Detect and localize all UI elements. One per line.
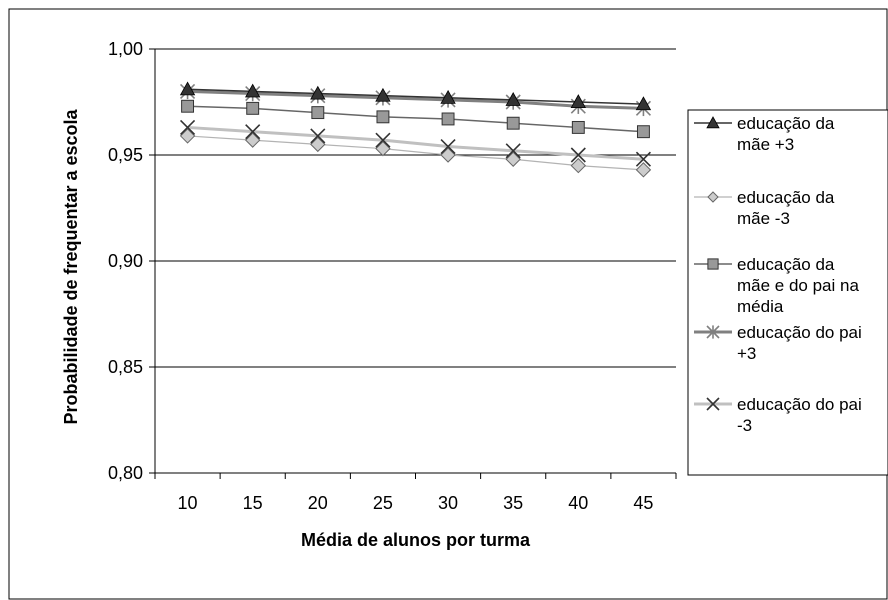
series-2 xyxy=(179,128,652,178)
legend-label: educação da xyxy=(737,188,835,207)
series-2-point xyxy=(310,136,326,153)
x-tick-label: 40 xyxy=(568,493,588,513)
series-5-point xyxy=(505,143,521,159)
y-tick-label: 0,95 xyxy=(108,145,143,165)
legend-label: -3 xyxy=(737,416,752,435)
legend-marker xyxy=(707,258,719,270)
x-axis-title: Média de alunos por turma xyxy=(301,530,531,550)
series-2-point xyxy=(570,157,587,174)
x-tick-label: 45 xyxy=(633,493,653,513)
series-group xyxy=(179,81,652,178)
legend-entry-5: educação do pai -3 xyxy=(694,395,862,435)
legend-label: mãe -3 xyxy=(737,209,790,228)
series-4-line xyxy=(187,89,644,110)
legend-label: média xyxy=(737,297,784,316)
series-5-point xyxy=(179,119,196,136)
series-3-point xyxy=(246,101,260,115)
series-5-point xyxy=(440,138,456,155)
series-1-point xyxy=(440,89,456,104)
series-2-point xyxy=(179,128,196,144)
series-3-point xyxy=(506,116,520,130)
series-3-point xyxy=(571,120,585,134)
series-1-point xyxy=(635,96,652,111)
series-5-point xyxy=(570,147,586,163)
series-1 xyxy=(179,81,652,111)
legend-marker xyxy=(707,191,719,203)
series-2-point xyxy=(375,140,391,157)
series-1-point xyxy=(179,81,196,96)
y-tick-label: 0,85 xyxy=(108,357,143,377)
series-2-point xyxy=(244,132,261,148)
legend-entry-2: educação da mãe -3 xyxy=(694,188,835,228)
series-5 xyxy=(179,119,652,167)
legend-entry-1: educação da mãe +3 xyxy=(694,114,835,154)
series-5-point xyxy=(310,128,326,144)
legend-marker xyxy=(706,397,720,411)
series-3 xyxy=(181,99,650,139)
series-1-point xyxy=(375,87,391,102)
series-1-point xyxy=(505,92,521,106)
legend-label: educação do pai xyxy=(737,323,862,342)
x-tick-label: 25 xyxy=(373,493,393,513)
y-axis-ticks: 0,80 0,85 0,90 0,95 1,00 xyxy=(108,39,155,483)
legend-label: mãe +3 xyxy=(737,135,794,154)
series-2-point xyxy=(440,147,456,163)
series-1-point xyxy=(570,94,586,108)
series-2-point xyxy=(635,162,652,178)
legend-label: educação da xyxy=(737,255,835,274)
x-tick-label: 10 xyxy=(178,493,198,513)
x-axis-ticks: 10 15 20 25 30 35 40 45 xyxy=(154,473,677,513)
legend-marker xyxy=(706,325,720,339)
legend-entry-3: educação da mãe e do pai na média xyxy=(694,255,859,316)
series-3-point xyxy=(311,106,325,120)
series-5-point xyxy=(635,151,652,167)
series-2-point xyxy=(505,151,521,167)
x-tick-label: 20 xyxy=(308,493,328,513)
y-tick-label: 0,90 xyxy=(108,251,143,271)
legend-box xyxy=(687,109,888,476)
legend-marker xyxy=(706,116,720,129)
series-2-line xyxy=(187,135,644,171)
series-1-point xyxy=(310,85,326,100)
series-3-point xyxy=(181,99,195,113)
series-5-point xyxy=(245,124,261,140)
series-3-point xyxy=(636,125,650,139)
legend-label: educação da xyxy=(737,114,835,133)
series-3-point xyxy=(376,110,390,124)
series-3-point xyxy=(441,112,455,126)
y-tick-label: 0,80 xyxy=(108,463,143,483)
legend-label: +3 xyxy=(737,344,756,363)
legend-label: educação do pai xyxy=(737,395,862,414)
series-1-point xyxy=(245,83,261,98)
y-tick-label: 1,00 xyxy=(108,39,143,59)
series-1-line xyxy=(187,88,644,105)
y-axis-title: Probabilidade de frequentar a escola xyxy=(61,108,81,424)
series-5-point xyxy=(375,132,391,148)
legend-entry-4: educação do pai +3 xyxy=(694,323,862,363)
series-5-line xyxy=(187,125,644,161)
legend-label: mãe e do pai na xyxy=(737,276,859,295)
x-tick-label: 15 xyxy=(243,493,263,513)
gridlines xyxy=(155,48,676,368)
x-tick-label: 30 xyxy=(438,493,458,513)
x-tick-label: 35 xyxy=(503,493,523,513)
series-3-line xyxy=(187,105,644,133)
